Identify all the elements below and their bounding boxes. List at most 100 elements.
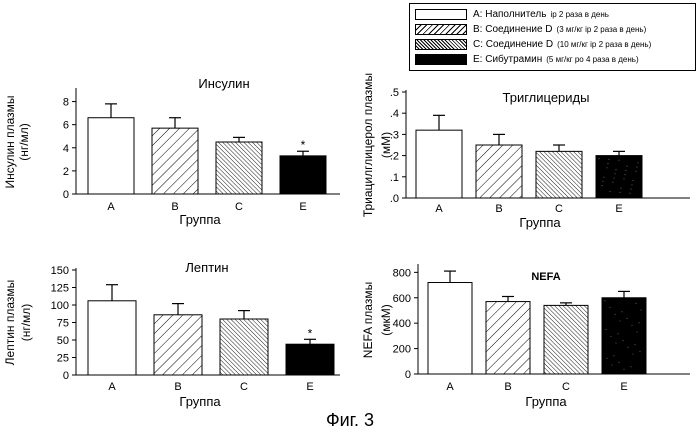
bar-speckle — [623, 178, 624, 179]
bar-speckle — [639, 351, 640, 352]
leptin-chart: 0255075100125150ABC*EЛептинГруппаЛептин … — [0, 250, 350, 410]
y-tick-label: 6 — [63, 120, 69, 132]
x-tick-label: A — [435, 203, 443, 215]
bar-speckle — [606, 358, 607, 359]
nefa-chart: 0200400600800ABCENEFAГруппаNEFA плазмы(м… — [350, 250, 700, 410]
bar-speckle — [634, 344, 635, 345]
legend-dose-b: (3 мг/кг ip 2 раза в день) — [557, 25, 647, 34]
legend-dose-a: ip 2 раза в день — [550, 10, 608, 19]
bar-speckle — [598, 158, 599, 159]
y-tick-label: 50 — [57, 335, 69, 347]
bar-speckle — [621, 311, 622, 312]
legend-dose-c: (10 мг/кг ip 2 раза в день) — [557, 40, 651, 49]
bar-speckle — [609, 307, 610, 308]
bar-speckle — [607, 163, 608, 164]
y-tick-label: .5 — [390, 87, 399, 99]
insulin-chart: 02468ABC*EИнсулинГруппаИнсулин плазмы(нг… — [0, 60, 350, 235]
bar-speckle — [623, 369, 624, 370]
legend-item-a: A: Наполнитель ip 2 раза в день — [415, 8, 609, 21]
legend-swatch-a — [415, 9, 467, 20]
x-tick-label: C — [240, 381, 248, 393]
bar-speckle — [609, 191, 610, 192]
legend-item-b: B: Соединение D (3 мг/кг ip 2 раза в ден… — [415, 23, 646, 36]
bar-speckle — [618, 362, 619, 363]
bar-speckle — [605, 329, 606, 330]
y-tick-label: .1 — [390, 172, 399, 184]
y-tick-label: .4 — [390, 108, 399, 120]
bar-a — [416, 130, 462, 198]
bar-speckle — [611, 364, 612, 365]
y-axis-title-line: Инсулин плазмы — [3, 95, 17, 188]
bar-a — [428, 283, 472, 374]
legend-swatch-b — [415, 24, 467, 35]
x-axis-title: Группа — [519, 215, 561, 230]
y-tick-label: 0 — [63, 189, 69, 201]
bar-c — [544, 305, 588, 374]
bar-c — [216, 142, 262, 194]
bar-speckle — [601, 185, 602, 186]
bar-speckle — [631, 325, 632, 326]
bar-speckle — [614, 314, 615, 315]
x-tick-label: B — [171, 201, 178, 213]
bar-speckle — [620, 188, 621, 189]
y-tick-label: 400 — [393, 318, 411, 330]
legend-name-c: C: Соединение D — [473, 39, 553, 50]
bar-b — [152, 128, 198, 194]
y-tick-label: 200 — [393, 344, 411, 356]
bar-speckle — [624, 174, 625, 175]
bar-speckle — [638, 322, 639, 323]
x-tick-label: C — [235, 201, 243, 213]
x-tick-label: E — [615, 203, 622, 215]
bar-c — [220, 319, 268, 375]
x-tick-label: B — [504, 381, 511, 393]
legend-name-a: A: Наполнитель — [473, 9, 546, 20]
chart-title: NEFA — [531, 271, 560, 283]
bar-speckle — [636, 166, 637, 167]
y-axis-title-line: (нг/мл) — [17, 123, 31, 161]
bar-speckle — [603, 177, 604, 178]
y-tick-label: 0 — [63, 370, 69, 382]
y-tick-label: 800 — [393, 267, 411, 279]
legend-name-b: B: Соединение D — [473, 24, 553, 35]
bar-speckle — [636, 331, 637, 332]
chart-title: Инсулин — [198, 76, 249, 91]
bar-b — [476, 145, 522, 198]
bar-speckle — [618, 160, 619, 161]
y-tick-label: 150 — [51, 265, 69, 277]
y-tick-label: 75 — [57, 318, 69, 330]
bar-speckle — [602, 181, 603, 182]
y-axis-title: Инсулин плазмы(нг/мл) — [3, 95, 31, 188]
y-axis-title-line: (мкМ) — [379, 304, 393, 336]
x-tick-label: C — [555, 203, 563, 215]
significance-marker: * — [301, 138, 306, 152]
x-tick-label: B — [495, 203, 502, 215]
bar-b — [486, 302, 530, 374]
significance-marker: * — [308, 326, 313, 340]
x-tick-label: E — [620, 381, 627, 393]
chart-title: Триглицериды — [503, 90, 590, 105]
y-tick-label: 100 — [51, 300, 69, 312]
x-tick-label: E — [299, 201, 306, 213]
bar-speckle — [610, 336, 611, 337]
bar-speckle — [635, 171, 636, 172]
bar-speckle — [606, 167, 607, 168]
bar-e — [602, 298, 646, 374]
x-tick-label: C — [562, 381, 570, 393]
triglycerides-chart: .0.1.2.3.4.5ABCEТриглицеридыГруппаТриаци… — [350, 60, 700, 235]
bar-speckle — [619, 192, 620, 193]
bar-speckle — [627, 347, 628, 348]
x-axis-title: Группа — [179, 212, 221, 227]
x-tick-label: E — [306, 381, 313, 393]
x-tick-label: B — [174, 381, 181, 393]
bar-c — [536, 151, 582, 198]
bar-speckle — [615, 169, 616, 170]
chart-title: Лептин — [185, 260, 228, 275]
y-axis-title: Лептин плазмы(нг/мл) — [3, 280, 33, 366]
y-tick-label: 600 — [393, 293, 411, 305]
y-axis-title: NEFA плазмы(мкМ) — [361, 282, 393, 358]
x-tick-label: A — [108, 381, 116, 393]
figure-caption: Фиг. 3 — [0, 410, 700, 431]
y-tick-label: 25 — [57, 353, 69, 365]
y-axis-title-line: Лептин плазмы — [3, 280, 17, 366]
bar-e — [596, 156, 642, 198]
